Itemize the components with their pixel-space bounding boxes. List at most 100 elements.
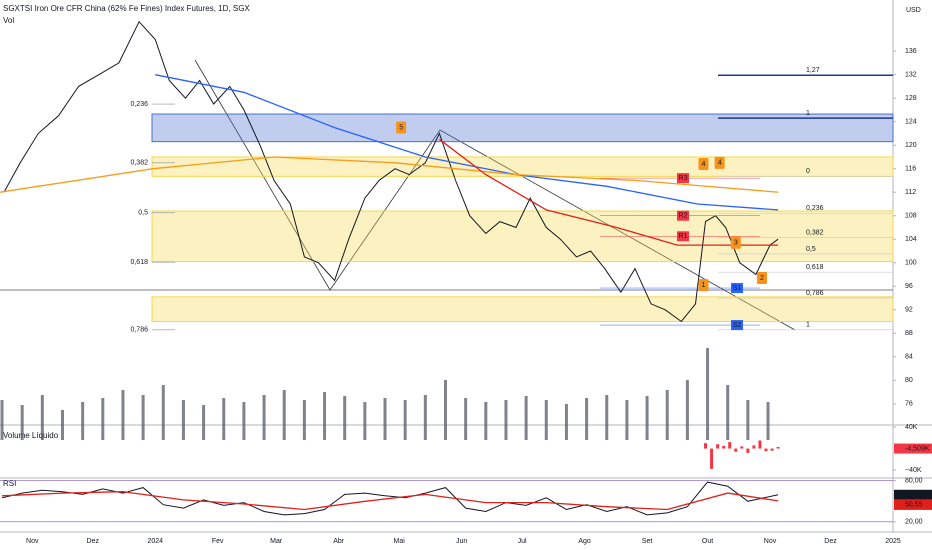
- bar: [484, 402, 488, 440]
- bar: [524, 396, 528, 440]
- x-tick-label: 2024: [147, 538, 163, 545]
- x-tick-label: Abr: [333, 538, 345, 545]
- last-value-label: 59,48: [905, 492, 923, 499]
- fib-label: 0,786: [130, 327, 148, 334]
- bar: [605, 395, 609, 440]
- bar: [740, 446, 744, 449]
- x-tick-label: Out: [702, 538, 713, 545]
- y-tick-label: 124: [905, 119, 917, 126]
- x-tick-label: Nov: [764, 538, 777, 545]
- pivot-box: [677, 173, 689, 184]
- bar: [645, 396, 649, 440]
- wave-label: 4: [702, 161, 706, 168]
- bar: [222, 398, 226, 440]
- bar: [202, 405, 206, 440]
- last-value-label: 50,55: [905, 502, 923, 509]
- bar: [121, 390, 125, 440]
- fib-label: 0,382: [130, 160, 148, 167]
- pivot-label: R1: [679, 233, 688, 240]
- bar: [685, 380, 689, 440]
- y-tick-label: 108: [905, 213, 917, 220]
- bar: [363, 402, 367, 440]
- bar: [544, 400, 548, 440]
- bar: [464, 398, 468, 440]
- bar: [766, 402, 770, 440]
- fib-label: 0,382: [806, 229, 824, 236]
- price-tag: [894, 489, 932, 500]
- series-line: [0, 156, 779, 193]
- bar: [716, 444, 720, 449]
- x-tick-label: Jun: [456, 538, 467, 545]
- bar: [625, 400, 629, 440]
- bar: [343, 396, 347, 440]
- wave-box: [396, 121, 407, 134]
- bar: [181, 400, 185, 440]
- bar: [81, 402, 85, 440]
- pivot-box: [677, 231, 689, 242]
- trend-line: [194, 59, 796, 331]
- wave-box: [698, 279, 709, 292]
- bar: [728, 442, 732, 449]
- fib-label: 0,236: [130, 101, 148, 108]
- bar: [776, 446, 780, 449]
- bar: [262, 395, 266, 440]
- pivot-label: S1: [733, 285, 742, 292]
- bar: [323, 392, 327, 440]
- pivot-label: R3: [679, 175, 688, 182]
- y-tick-label: 76: [905, 401, 913, 408]
- bar: [403, 400, 407, 440]
- fib-label: 1,27: [806, 67, 820, 74]
- bar: [40, 395, 44, 440]
- bar: [722, 445, 726, 449]
- bar: [710, 448, 714, 469]
- bar: [734, 448, 738, 452]
- bar: [564, 404, 568, 440]
- y-label: USD: [906, 7, 921, 14]
- fib-label: 0,5: [138, 210, 148, 217]
- value-tag: [894, 443, 932, 454]
- zone: [151, 210, 894, 263]
- x-tick-label: Dez: [824, 538, 837, 545]
- pivot-label: S2: [733, 322, 742, 329]
- y-tick-label: 92: [905, 307, 913, 314]
- bar: [282, 390, 286, 440]
- x-tick-label: Jul: [518, 538, 527, 545]
- bar: [746, 400, 750, 440]
- pivot-box: [731, 283, 743, 294]
- bar: [758, 440, 762, 449]
- pane-title: Volume Líquido: [3, 431, 59, 440]
- series-line: [3, 20, 779, 323]
- bar: [302, 400, 306, 440]
- series-line: [1, 491, 779, 511]
- bar: [665, 390, 669, 440]
- wave-label: 2: [760, 275, 764, 282]
- bar: [443, 380, 447, 440]
- zone: [151, 156, 894, 177]
- wave-box: [756, 272, 767, 285]
- bar: [242, 402, 246, 440]
- series-line: [155, 74, 779, 211]
- y-tick-label: 116: [905, 166, 916, 173]
- bar: [504, 400, 508, 440]
- fib-label: 0,618: [130, 259, 148, 266]
- y-tick-label: −40K: [905, 467, 922, 474]
- y-tick-label: 136: [905, 48, 917, 55]
- y-tick-label: 104: [905, 236, 917, 243]
- wave-box: [698, 158, 709, 171]
- zone: [151, 296, 894, 323]
- wave-label: 5: [399, 124, 403, 131]
- pivot-box: [731, 320, 743, 331]
- bar: [423, 395, 427, 440]
- subtitle: Vol: [3, 16, 14, 25]
- wave-label: 3: [734, 240, 738, 247]
- y-tick-label: 96: [905, 283, 913, 290]
- bar: [161, 385, 165, 440]
- bar: [764, 448, 768, 452]
- fib-label: 0,786: [806, 290, 824, 297]
- bar: [101, 398, 105, 440]
- fib-label: 0,5: [806, 246, 816, 253]
- y-tick-label: 80: [905, 377, 913, 384]
- bar: [60, 410, 64, 440]
- bar: [726, 385, 730, 440]
